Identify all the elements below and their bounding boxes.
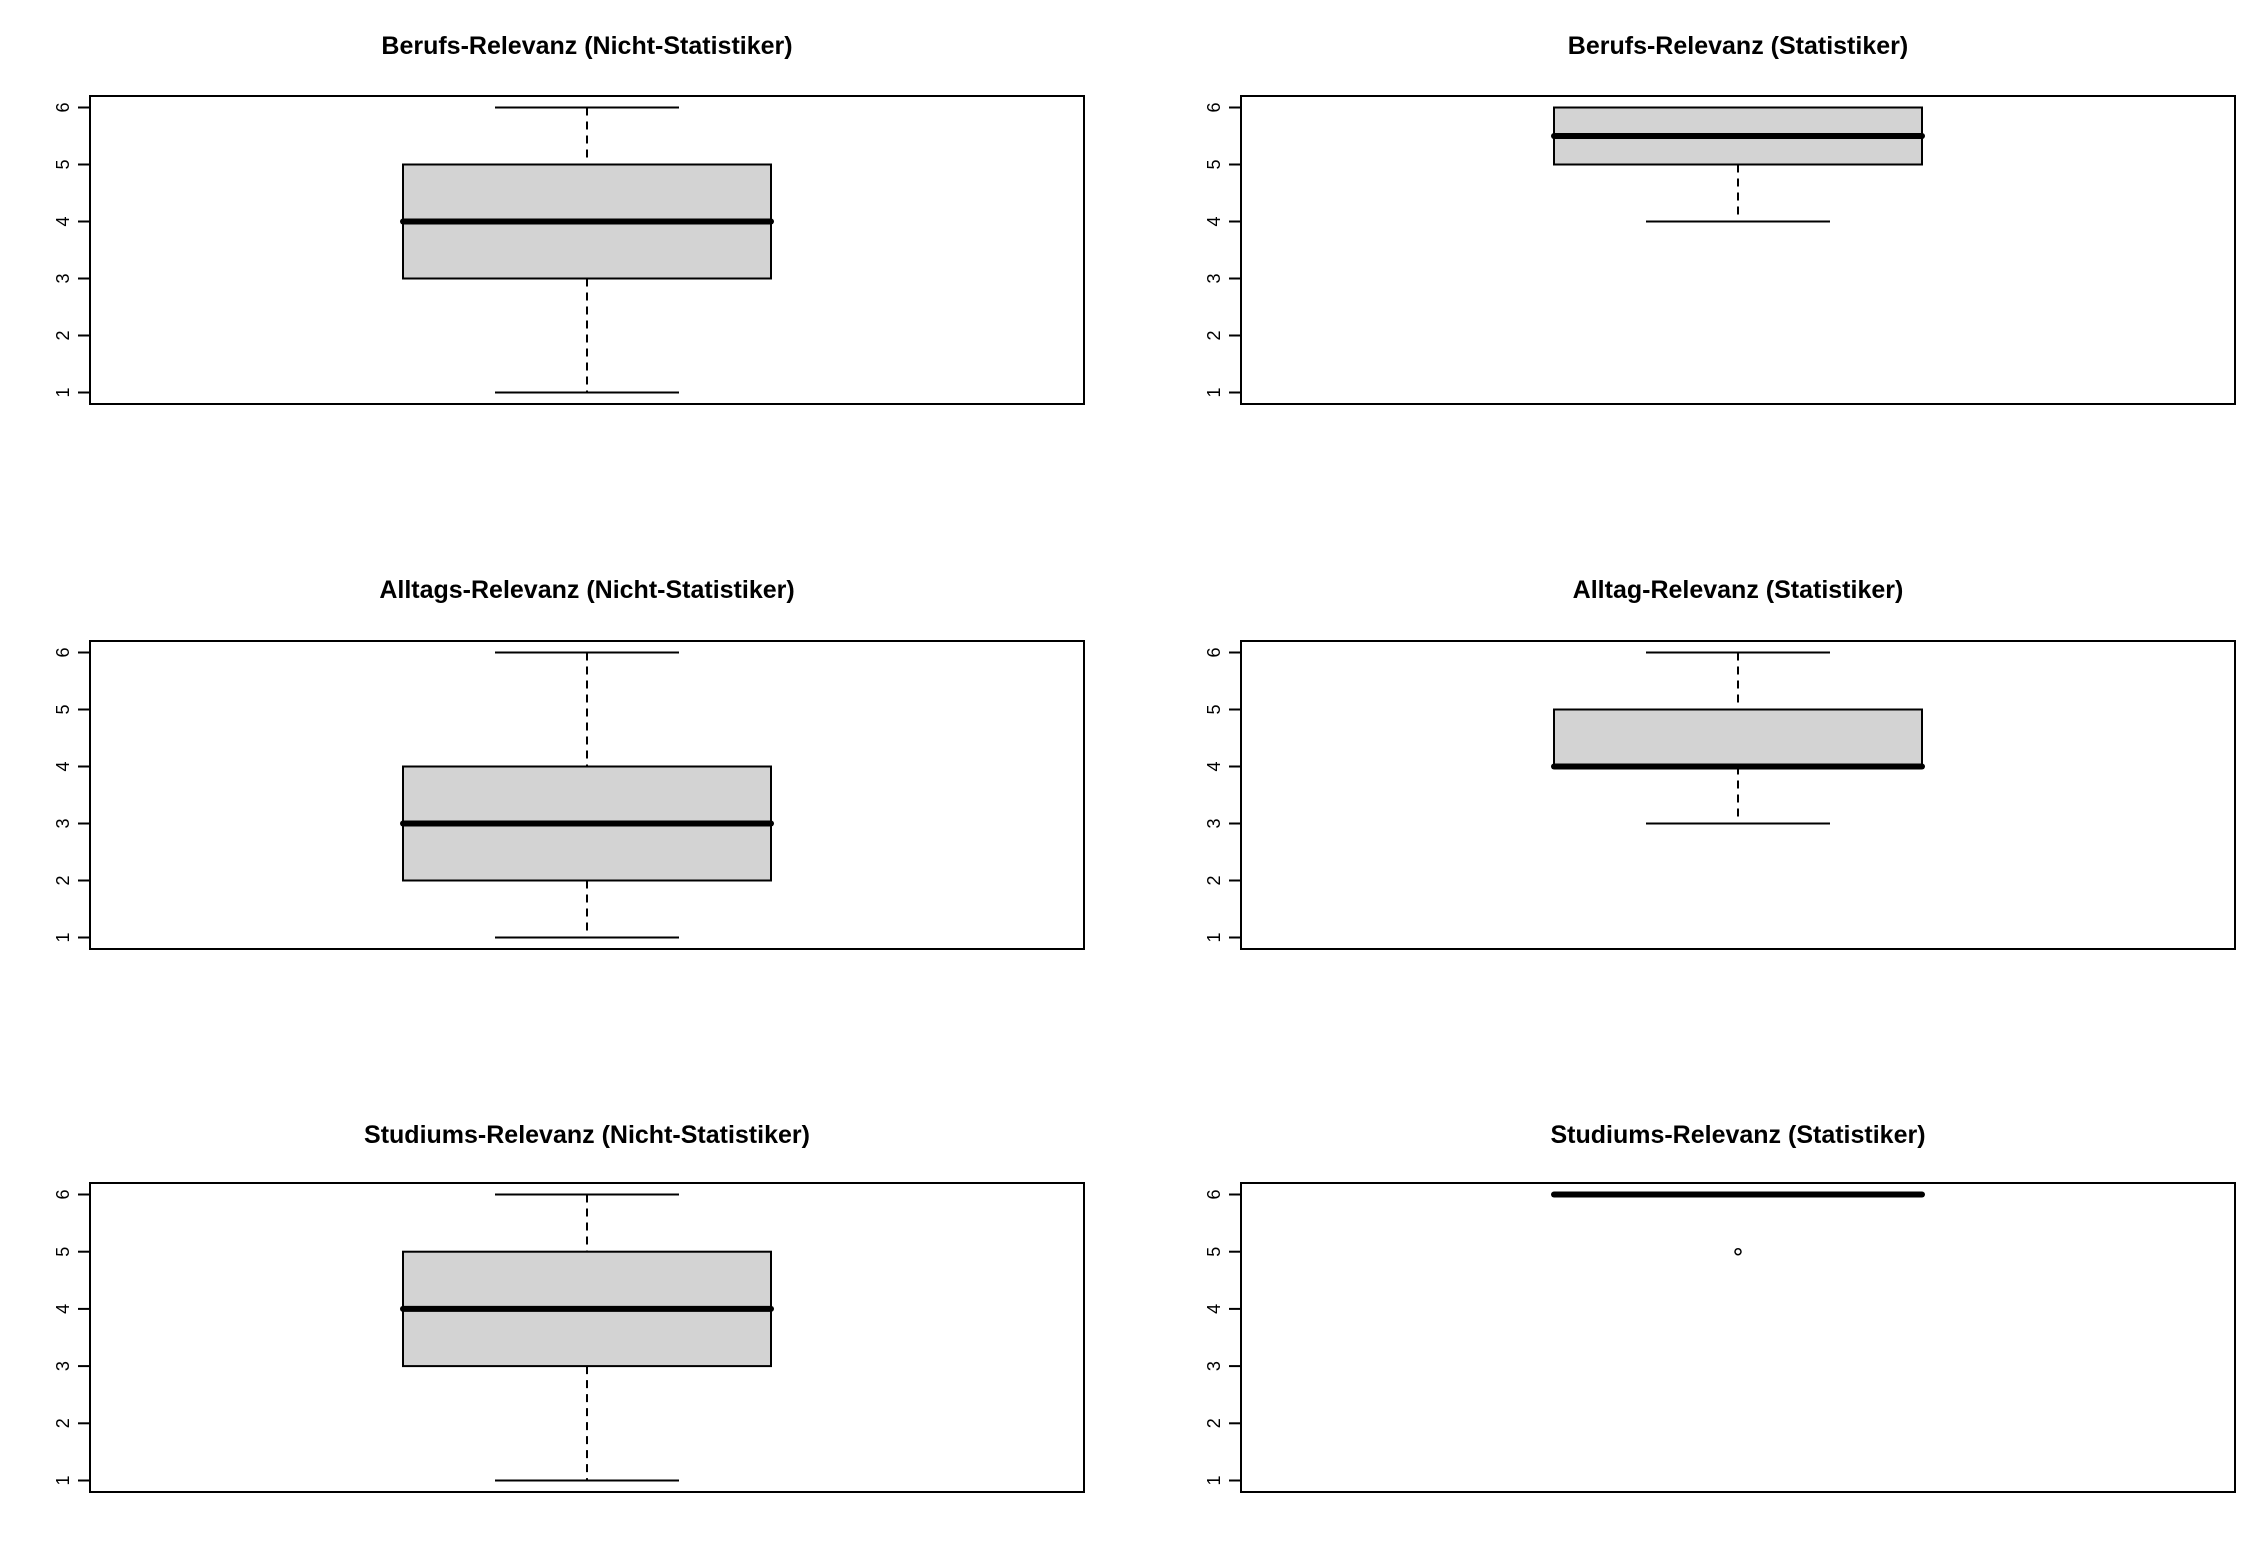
y-tick-label: 6 xyxy=(53,1189,73,1199)
y-tick-label: 3 xyxy=(53,273,73,283)
y-tick-label: 2 xyxy=(53,330,73,340)
panel-title: Berufs-Relevanz (Statistiker) xyxy=(1568,32,1908,60)
y-tick-label: 1 xyxy=(1204,1475,1224,1485)
panel-3: Alltags-Relevanz (Nicht-Statistiker) 1 2 3 4… xyxy=(53,576,1085,950)
plot-frame xyxy=(1240,1182,2236,1493)
y-tick-label: 2 xyxy=(1204,1418,1224,1428)
y-tick-label: 5 xyxy=(53,704,73,714)
y-tick-label: 1 xyxy=(1204,387,1224,397)
y-tick-label: 4 xyxy=(1204,1304,1224,1314)
plot-frame xyxy=(1240,640,2236,950)
panel-title: Alltag-Relevanz (Statistiker) xyxy=(1573,576,1904,604)
y-tick-label: 1 xyxy=(53,932,73,942)
panel-5: Studiums-Relevanz (Nicht-Statistiker) 1 2 3… xyxy=(53,1121,1085,1493)
y-tick-label: 4 xyxy=(1204,216,1224,226)
panel-title: Studiums-Relevanz (Statistiker) xyxy=(1550,1121,1925,1149)
y-tick-label: 5 xyxy=(1204,159,1224,169)
y-tick-label: 5 xyxy=(1204,1247,1224,1257)
y-tick-label: 2 xyxy=(1204,875,1224,885)
panel-title: Studiums-Relevanz (Nicht-Statistiker) xyxy=(364,1121,810,1149)
y-tick-label: 1 xyxy=(53,387,73,397)
y-tick-label: 6 xyxy=(53,647,73,657)
y-tick-label: 3 xyxy=(53,1361,73,1371)
y-tick-label: 3 xyxy=(1204,273,1224,283)
y-tick-label: 6 xyxy=(1204,647,1224,657)
y-tick-label: 3 xyxy=(53,818,73,828)
y-tick-label: 4 xyxy=(53,216,73,226)
plot-frame xyxy=(89,640,1085,950)
y-tick-label: 6 xyxy=(1204,1189,1224,1199)
panel-1: Berufs-Relevanz (Nicht-Statistiker) 1 2 3 4 5… xyxy=(53,32,1085,405)
y-tick-label: 1 xyxy=(1204,932,1224,942)
panel-title: Alltags-Relevanz (Nicht-Statistiker) xyxy=(379,576,794,604)
panel-4: Alltag-Relevanz (Statistiker) 1 2 3 4 5 6 xyxy=(1204,576,2236,950)
y-tick-label: 4 xyxy=(1204,761,1224,771)
outlier-point xyxy=(1734,1247,1742,1256)
panel-title: Berufs-Relevanz (Nicht-Statistiker) xyxy=(381,32,792,60)
y-tick-label: 3 xyxy=(1204,818,1224,828)
y-tick-label: 1 xyxy=(53,1475,73,1485)
y-tick-label: 5 xyxy=(53,159,73,169)
y-tick-label: 6 xyxy=(53,102,73,112)
y-tick-label: 4 xyxy=(53,1304,73,1314)
box-iqr xyxy=(1553,708,1923,768)
panel-6: Studiums-Relevanz (Statistiker) 1 2 3 4 5 6 xyxy=(1204,1121,2236,1493)
plot-frame xyxy=(89,95,1085,405)
y-tick-label: 5 xyxy=(53,1247,73,1257)
y-tick-label: 6 xyxy=(1204,102,1224,112)
y-tick-label: 5 xyxy=(1204,704,1224,714)
y-tick-label: 2 xyxy=(53,875,73,885)
y-tick-label: 2 xyxy=(53,1418,73,1428)
plot-frame xyxy=(89,1182,1085,1493)
panel-2: Berufs-Relevanz (Statistiker) 1 2 3 4 5 6 xyxy=(1204,32,2236,405)
y-tick-label: 3 xyxy=(1204,1361,1224,1371)
plot-frame xyxy=(1240,95,2236,405)
y-tick-label: 2 xyxy=(1204,330,1224,340)
y-tick-label: 4 xyxy=(53,761,73,771)
